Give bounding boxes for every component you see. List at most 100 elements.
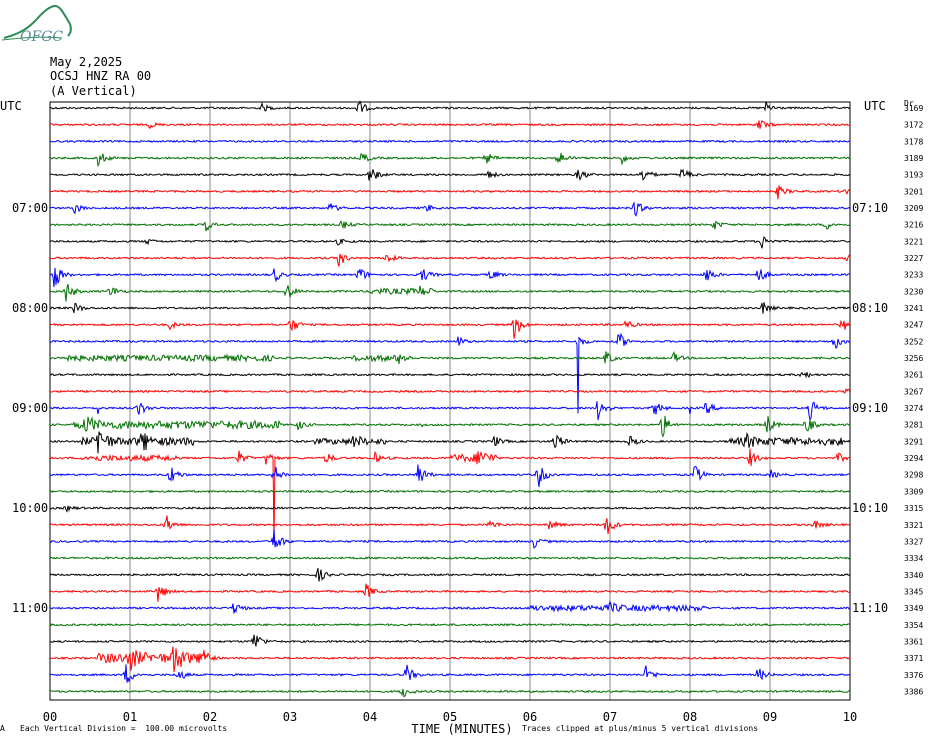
x-axis-title: TIME (MINUTES) <box>411 722 512 736</box>
right-value-3: 3189 <box>904 154 923 163</box>
right-value-32: 3361 <box>904 637 923 646</box>
right-value-11: 3230 <box>904 287 923 296</box>
trace-row-18 <box>49 401 851 422</box>
right-value-7: 3216 <box>904 221 923 230</box>
trace-row-17 <box>49 387 851 394</box>
right-value-33: 3371 <box>904 654 923 663</box>
x-tick-label-4: 04 <box>363 710 377 724</box>
right-value-26: 3327 <box>904 537 923 546</box>
right-value-0: 3169 <box>904 104 923 113</box>
x-tick-label-1: 01 <box>123 710 137 724</box>
right-value-23: 3309 <box>904 487 923 496</box>
right-value-18: 3274 <box>904 404 923 413</box>
trace-row-11 <box>49 283 851 302</box>
ofgc-logo-graphic: OFGC <box>1 4 72 45</box>
component-label: (A Vertical) <box>50 84 137 98</box>
trace-row-32 <box>49 634 851 647</box>
station-code: OCSJ HNZ RA 00 <box>50 69 152 83</box>
ofgc-logo-text: OFGC <box>20 29 63 45</box>
left-time-label-2: 09:00 <box>12 401 48 415</box>
left-time-label-4: 11:00 <box>12 601 48 615</box>
trace-row-0 <box>49 100 851 113</box>
right-value-9: 3227 <box>904 254 923 263</box>
right-value-22: 3298 <box>904 471 923 480</box>
x-tick-label-8: 08 <box>683 710 697 724</box>
trace-row-19 <box>49 415 851 438</box>
x-tick-label-3: 03 <box>283 710 297 724</box>
helicorder-traces <box>49 100 851 698</box>
right-value-10: 3233 <box>904 271 923 280</box>
right-value-34: 3376 <box>904 671 923 680</box>
right-time-label-4: 11:10 <box>852 601 888 615</box>
trace-row-1 <box>49 120 851 130</box>
right-time-label-3: 10:10 <box>852 501 888 515</box>
right-column-header: Dr <box>904 99 914 108</box>
trace-row-34 <box>49 664 851 683</box>
clip-note: Traces clipped at plus/minus 5 vertical … <box>522 724 759 733</box>
x-tick-label-9: 09 <box>763 710 777 724</box>
x-tick-label-7: 07 <box>603 710 617 724</box>
x-tick-label-5: 05 <box>443 710 457 724</box>
trace-row-24 <box>49 505 851 513</box>
right-value-30: 3349 <box>904 604 923 613</box>
trace-row-25 <box>49 515 851 535</box>
trace-row-14 <box>49 332 851 414</box>
x-tick-label-6: 06 <box>523 710 537 724</box>
x-tick-label-10: 10 <box>843 710 857 724</box>
x-tick-label-2: 02 <box>203 710 217 724</box>
right-value-12: 3241 <box>904 304 923 313</box>
right-value-31: 3354 <box>904 621 923 630</box>
trace-row-27 <box>49 556 851 560</box>
right-value-1: 3172 <box>904 121 923 130</box>
right-value-2: 3178 <box>904 137 923 146</box>
right-time-label-1: 08:10 <box>852 301 888 315</box>
right-value-17: 3267 <box>904 387 923 396</box>
ofgc-logo: OFGC <box>0 0 80 50</box>
right-value-28: 3340 <box>904 571 923 580</box>
trace-row-7 <box>50 220 851 232</box>
trace-row-20 <box>49 431 851 454</box>
trace-row-23 <box>49 489 851 494</box>
left-time-label-1: 08:00 <box>12 301 48 315</box>
trace-row-35 <box>49 688 850 698</box>
trace-row-31 <box>49 622 851 627</box>
trace-row-21 <box>49 448 851 543</box>
trace-row-12 <box>49 302 851 314</box>
x-tick-label-0: 00 <box>43 710 57 724</box>
trace-row-16 <box>49 371 851 379</box>
right-value-5: 3201 <box>904 187 923 196</box>
right-time-label-2: 09:10 <box>852 401 888 415</box>
trace-row-5 <box>49 185 851 200</box>
plot-date: May 2,2025 <box>50 55 123 69</box>
grid-lines <box>49 101 851 701</box>
left-utc-label: UTC <box>0 99 22 113</box>
trace-row-22 <box>49 464 850 488</box>
right-value-8: 3221 <box>904 237 923 246</box>
trace-row-2 <box>49 139 851 144</box>
right-value-35: 3386 <box>904 687 923 696</box>
trace-row-4 <box>49 168 851 181</box>
right-utc-label: UTC <box>864 99 886 113</box>
plot-frame <box>49 101 851 701</box>
right-value-4: 3193 <box>904 171 923 180</box>
right-value-19: 3281 <box>904 421 923 430</box>
axis-labels: 3169 3172 3178 3189 3193 3201 3209 3216 3221 3227… <box>0 99 923 736</box>
right-value-16: 3261 <box>904 371 923 380</box>
right-value-24: 3315 <box>904 504 923 513</box>
trace-row-29 <box>49 583 851 602</box>
trace-row-13 <box>49 319 851 339</box>
trace-row-6 <box>49 200 851 217</box>
trace-row-26 <box>49 529 850 549</box>
trace-row-30 <box>49 600 851 614</box>
trace-row-28 <box>49 567 851 582</box>
right-value-25: 3321 <box>904 521 923 530</box>
right-value-27: 3334 <box>904 554 923 563</box>
right-time-label-0: 07:10 <box>852 201 888 215</box>
trace-row-3 <box>50 152 851 168</box>
left-time-label-3: 10:00 <box>12 501 48 515</box>
scale-note: Each Vertical Division = 100.00 microvol… <box>20 724 228 733</box>
right-value-20: 3291 <box>904 437 923 446</box>
right-value-29: 3345 <box>904 587 923 596</box>
trace-row-9 <box>49 253 851 267</box>
